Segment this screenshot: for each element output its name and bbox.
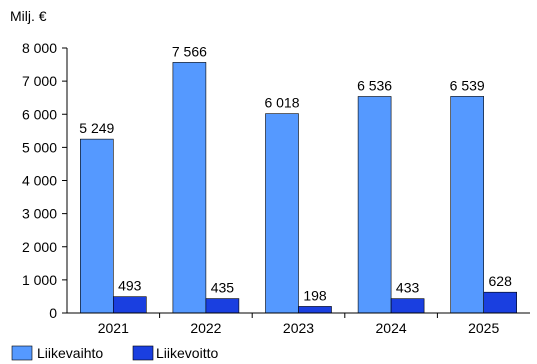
x-tick-label: 2021	[98, 320, 129, 336]
bar-liikevaihto-2024	[357, 96, 392, 314]
y-tick-label: 8 000	[22, 40, 57, 56]
data-label: 198	[303, 287, 327, 303]
x-tick-label: 2023	[283, 320, 314, 336]
data-label: 6 018	[264, 95, 299, 111]
y-tick-label: 2 000	[22, 239, 57, 255]
x-tick-label: 2022	[190, 320, 221, 336]
bar-liikevoitto-2023	[298, 306, 332, 314]
legend-label-liikevaihto: Liikevaihto	[37, 345, 103, 361]
data-label: 7 566	[172, 43, 207, 59]
bar-liikevoitto-2025	[483, 291, 518, 314]
bar-liikevaihto-2025	[450, 96, 485, 314]
bar-liikevoitto-2021	[113, 296, 147, 314]
y-tick-label: 6 000	[22, 106, 57, 122]
bar-liikevaihto-2021	[80, 138, 114, 314]
legend: Liikevaihto Liikevoitto	[11, 345, 218, 361]
data-label: 6 536	[357, 77, 392, 93]
x-tick-label: 2024	[376, 320, 407, 336]
data-label: 493	[118, 278, 142, 294]
data-label: 6 539	[450, 77, 485, 93]
x-axis: 2021 2022 2023 2024 2025	[67, 312, 530, 336]
data-label: 628	[489, 273, 513, 289]
y-tick-label: 3 000	[22, 206, 57, 222]
y-tick-label: 5 000	[22, 139, 57, 155]
legend-label-liikevoitto: Liikevoitto	[156, 345, 218, 361]
legend-swatch-liikevoitto	[132, 345, 154, 361]
bar-liikevoitto-2022	[205, 298, 240, 314]
data-label: 5 249	[79, 120, 114, 136]
data-label: 435	[211, 280, 235, 296]
y-tick-label: 1 000	[22, 272, 57, 288]
bar-liikevoitto-2024	[390, 298, 425, 314]
y-tick-label: 7 000	[22, 73, 57, 89]
y-tick-label: 0	[49, 305, 57, 321]
y-unit-label: Milj. €	[10, 8, 47, 24]
y-axis: 0 1 000 2 000 3 000 4 000 5 000 6 000 7 000 8 00…	[22, 40, 68, 321]
data-label: 433	[396, 280, 420, 296]
x-tick-label: 2025	[468, 320, 499, 336]
bars: 5 249 493 7 566 435 6 018 198 6 536 433 6 539 628	[79, 43, 518, 314]
legend-swatch-liikevaihto	[11, 345, 33, 361]
bar-liikevaihto-2023	[265, 113, 299, 314]
y-tick-label: 4 000	[22, 173, 57, 189]
bar-liikevaihto-2022	[172, 62, 207, 314]
